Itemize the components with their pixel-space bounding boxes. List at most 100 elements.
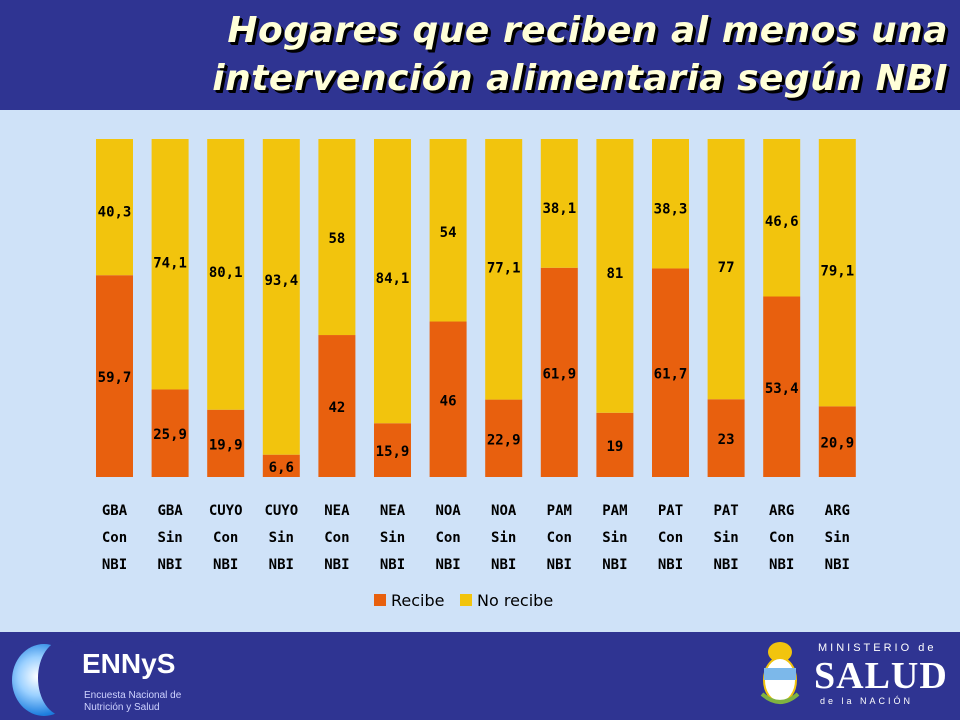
bar-no-recibe bbox=[262, 139, 300, 455]
bar-recibe bbox=[818, 406, 856, 477]
bar-recibe bbox=[318, 335, 356, 477]
data-label-no-recibe: 77,1 bbox=[487, 260, 521, 276]
data-label-recibe: 22,9 bbox=[487, 432, 521, 448]
page-title-line1: Hogares que reciben al menos una bbox=[227, 10, 948, 51]
bar-recibe bbox=[763, 296, 801, 477]
tick-label: CUYO bbox=[264, 503, 298, 519]
tick-label: NBI bbox=[213, 557, 238, 573]
tick-label: NBI bbox=[602, 557, 627, 573]
argentina-coat-of-arms-icon bbox=[760, 642, 800, 704]
tick-label: NBI bbox=[102, 557, 127, 573]
data-label-no-recibe: 54 bbox=[440, 225, 457, 241]
bar-no-recibe bbox=[596, 139, 634, 413]
bar-recibe bbox=[374, 423, 411, 477]
legend-swatch bbox=[374, 594, 386, 606]
bar-no-recibe bbox=[207, 139, 245, 410]
tick-label: GBA bbox=[157, 503, 183, 519]
ennys-subtitle: Encuesta Nacional de Nutrición y Salud bbox=[84, 690, 182, 713]
data-label-recibe: 61,7 bbox=[654, 367, 688, 383]
data-label-recibe: 59,7 bbox=[98, 370, 132, 386]
tick-label: NBI bbox=[769, 557, 794, 573]
tick-label: NEA bbox=[380, 503, 406, 519]
chart-legend: Recibe No recibe bbox=[374, 591, 553, 610]
bar-no-recibe bbox=[485, 139, 523, 400]
bar-no-recibe bbox=[151, 139, 189, 390]
data-label-recibe: 23 bbox=[718, 432, 735, 448]
bar-recibe bbox=[262, 454, 300, 477]
tick-label: PAM bbox=[602, 503, 627, 519]
data-label-no-recibe: 46,6 bbox=[765, 214, 799, 230]
chart-area: 59,7 40,3 GBA Con NBI 25,9 74,1 GBA Sin NBI 19,9 80… bbox=[0, 110, 960, 632]
tick-label: NBI bbox=[491, 557, 516, 573]
data-label-recibe: 53,4 bbox=[765, 381, 799, 397]
bar-recibe bbox=[707, 399, 745, 477]
tick-label: NBI bbox=[380, 557, 405, 573]
data-label-no-recibe: 81 bbox=[606, 266, 623, 282]
stacked-bar-chart: 59,7 40,3 GBA Con NBI 25,9 74,1 GBA Sin NBI 19,9 80… bbox=[96, 139, 856, 610]
ministry-top-text: MINISTERIO de bbox=[818, 642, 937, 654]
tick-label: PAT bbox=[713, 503, 738, 519]
data-label-recibe: 61,9 bbox=[542, 366, 576, 382]
ennys-crescent-shape bbox=[38, 640, 90, 716]
tick-label: NBI bbox=[713, 557, 738, 573]
tick-label: Sin bbox=[713, 530, 738, 546]
legend-label: No recibe bbox=[477, 591, 553, 610]
data-label-recibe: 46 bbox=[440, 393, 457, 409]
tick-label: NOA bbox=[491, 503, 517, 519]
bar-no-recibe bbox=[707, 139, 745, 400]
tick-label: Con bbox=[547, 530, 572, 546]
tick-label: NBI bbox=[435, 557, 460, 573]
data-label-no-recibe: 74,1 bbox=[153, 256, 187, 272]
tick-label: Sin bbox=[157, 530, 182, 546]
bar-recibe bbox=[540, 267, 578, 477]
bar-no-recibe bbox=[96, 139, 133, 276]
bar-recibe bbox=[96, 275, 133, 477]
tick-label: Sin bbox=[269, 530, 294, 546]
tick-label: NBI bbox=[658, 557, 683, 573]
tick-label: ARG bbox=[769, 503, 794, 519]
tick-label: PAM bbox=[547, 503, 572, 519]
bar-no-recibe bbox=[429, 139, 467, 322]
bar-no-recibe bbox=[318, 139, 356, 336]
tick-label: Sin bbox=[380, 530, 405, 546]
tick-label: Con bbox=[213, 530, 238, 546]
bar-no-recibe bbox=[652, 139, 689, 269]
data-label-no-recibe: 84,1 bbox=[376, 271, 410, 287]
ministry-bottom-text: de la NACIÓN bbox=[820, 696, 914, 706]
tick-label: Sin bbox=[602, 530, 627, 546]
bar-recibe bbox=[485, 399, 523, 477]
bar-recibe bbox=[429, 321, 467, 477]
tick-label: Con bbox=[658, 530, 683, 546]
data-label-no-recibe: 38,1 bbox=[542, 201, 576, 217]
ennys-logo: ENNyS Encuesta Nacional de Nutrición y S… bbox=[12, 640, 212, 716]
ministerio-salud-logo: MINISTERIO de SALUD de la NACIÓN bbox=[812, 642, 952, 712]
tick-label: Sin bbox=[491, 530, 516, 546]
tick-label: NBI bbox=[547, 557, 572, 573]
data-label-no-recibe: 79,1 bbox=[820, 263, 854, 279]
data-label-recibe: 25,9 bbox=[153, 427, 187, 443]
legend-swatch bbox=[460, 594, 472, 606]
page-title-line2: intervención alimentaria según NBI bbox=[212, 58, 948, 99]
tick-label: NBI bbox=[324, 557, 349, 573]
data-label-recibe: 15,9 bbox=[376, 444, 410, 460]
footer-banner: ENNyS Encuesta Nacional de Nutrición y S… bbox=[0, 632, 960, 720]
legend-label: Recibe bbox=[391, 591, 444, 610]
tick-label: CUYO bbox=[209, 503, 243, 519]
tick-label: Con bbox=[102, 530, 127, 546]
ministry-main-text: SALUD bbox=[814, 655, 948, 697]
header-banner: Hogares que reciben al menos una interve… bbox=[0, 0, 960, 110]
data-label-no-recibe: 77 bbox=[718, 260, 735, 276]
tick-label: Con bbox=[324, 530, 349, 546]
bar-no-recibe bbox=[763, 139, 801, 297]
tick-label: Con bbox=[435, 530, 460, 546]
tick-label: NBI bbox=[825, 557, 850, 573]
data-label-no-recibe: 40,3 bbox=[98, 204, 132, 220]
tick-label: GBA bbox=[102, 503, 128, 519]
tick-label: NOA bbox=[435, 503, 461, 519]
ennys-title: ENNyS bbox=[82, 648, 176, 679]
bar-no-recibe bbox=[374, 139, 411, 424]
tick-label: ARG bbox=[825, 503, 850, 519]
bar-recibe bbox=[151, 389, 189, 477]
data-label-no-recibe: 80,1 bbox=[209, 265, 243, 281]
bar-recibe bbox=[652, 268, 689, 477]
